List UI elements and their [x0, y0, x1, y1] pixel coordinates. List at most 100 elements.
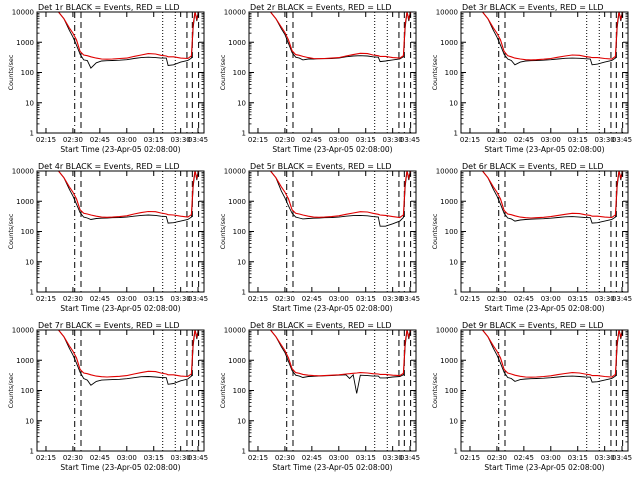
x-tick-label: 03:30 [595, 295, 615, 303]
y-axis-label: Counts/sec [431, 372, 439, 408]
panel-title: Det 4r BLACK = Events, RED = LLD [38, 162, 180, 171]
x-tick-label: 02:30 [487, 295, 507, 303]
y-tick-label: 10 [237, 99, 246, 107]
y-tick-label: 10000 [224, 9, 246, 17]
x-tick-label: 03:45 [188, 454, 208, 462]
y-tick-label: 10 [25, 258, 34, 266]
x-axis-label: Start Time (23-Apr-05 02:08:00) [272, 145, 392, 154]
y-tick-label: 10000 [12, 9, 34, 17]
y-tick-label: 10 [25, 99, 34, 107]
x-tick-label: 03:30 [383, 454, 403, 462]
y-tick-label: 100 [233, 69, 246, 77]
events-series-line [482, 171, 624, 224]
lld-series-line [482, 330, 624, 378]
x-tick-label: 03:30 [383, 295, 403, 303]
y-tick-label: 100 [21, 228, 34, 236]
y-tick-label: 1000 [440, 198, 458, 206]
x-tick-label: 03:00 [329, 454, 349, 462]
x-tick-label: 02:45 [514, 295, 534, 303]
panel-det-7: Det 7r BLACK = Events, RED = LLD Counts/s… [7, 321, 208, 472]
panel-det-8: Det 8r BLACK = Events, RED = LLD Counts/s… [219, 321, 420, 472]
panel-title: Det 5r BLACK = Events, RED = LLD [250, 162, 392, 171]
panel-title: Det 7r BLACK = Events, RED = LLD [38, 321, 180, 330]
events-series-line [58, 330, 200, 386]
events-series-line [482, 330, 624, 383]
x-tick-label: 03:15 [356, 454, 376, 462]
plot-area [270, 330, 412, 451]
y-tick-label: 100 [21, 387, 34, 395]
plot-area [58, 12, 200, 133]
x-tick-label: 03:00 [541, 295, 561, 303]
x-tick-label: 03:30 [171, 136, 191, 144]
plot-frame [36, 170, 205, 293]
x-axis-label: Start Time (23-Apr-05 02:08:00) [60, 145, 180, 154]
x-tick-label: 03:30 [171, 295, 191, 303]
y-tick-label: 1000 [16, 198, 34, 206]
panel-title: Det 9r BLACK = Events, RED = LLD [462, 321, 604, 330]
x-tick-label: 03:15 [356, 295, 376, 303]
events-series-line [270, 12, 412, 63]
panel-title: Det 3r BLACK = Events, RED = LLD [462, 3, 604, 12]
plot-frame [248, 170, 417, 293]
y-tick-label: 1000 [440, 357, 458, 365]
y-tick-label: 10 [25, 417, 34, 425]
plot-area [270, 12, 412, 133]
x-tick-label: 03:15 [568, 454, 588, 462]
x-tick-label: 02:45 [90, 136, 110, 144]
x-tick-label: 03:00 [117, 136, 137, 144]
x-tick-label: 02:45 [90, 295, 110, 303]
panel-title: Det 1r BLACK = Events, RED = LLD [38, 3, 180, 12]
x-tick-label: 02:30 [275, 136, 295, 144]
y-tick-label: 10 [237, 417, 246, 425]
events-series-line [482, 12, 624, 66]
x-tick-label: 02:15 [460, 295, 480, 303]
x-tick-label: 03:30 [383, 136, 403, 144]
x-tick-label: 03:30 [171, 454, 191, 462]
x-tick-label: 02:15 [248, 454, 268, 462]
x-tick-label: 03:45 [400, 454, 420, 462]
x-tick-label: 03:30 [595, 136, 615, 144]
panel-det-4: Det 4r BLACK = Events, RED = LLD Counts/s… [7, 162, 208, 313]
y-tick-label: 100 [21, 69, 34, 77]
x-tick-label: 03:45 [612, 136, 632, 144]
x-tick-label: 03:45 [400, 136, 420, 144]
plot-frame [248, 11, 417, 134]
x-tick-label: 02:30 [275, 295, 295, 303]
x-tick-label: 03:45 [188, 136, 208, 144]
y-tick-label: 100 [445, 69, 458, 77]
panel-det-2: Det 2r BLACK = Events, RED = LLD Counts/s… [219, 3, 420, 154]
x-tick-label: 02:30 [487, 136, 507, 144]
y-axis-label: Counts/sec [7, 54, 15, 90]
y-tick-label: 1 [242, 289, 246, 297]
events-series-line [58, 171, 200, 224]
x-tick-label: 02:15 [248, 295, 268, 303]
x-tick-label: 03:15 [144, 454, 164, 462]
y-tick-label: 1000 [228, 39, 246, 47]
plot-frame [460, 329, 629, 452]
x-tick-label: 02:15 [460, 136, 480, 144]
x-tick-label: 03:00 [117, 295, 137, 303]
panel-det-3: Det 3r BLACK = Events, RED = LLD Counts/s… [431, 3, 632, 154]
plot-area [58, 171, 200, 292]
plot-frame [460, 170, 629, 293]
y-tick-label: 10 [449, 99, 458, 107]
y-tick-label: 100 [445, 387, 458, 395]
events-series-line [270, 330, 412, 394]
plot-area [270, 171, 412, 292]
y-tick-label: 10000 [12, 168, 34, 176]
y-tick-label: 1 [30, 448, 34, 456]
panel-det-1: Det 1r BLACK = Events, RED = LLD Counts/s… [7, 3, 208, 154]
panel-det-6: Det 6r BLACK = Events, RED = LLD Counts/s… [431, 162, 632, 313]
x-tick-label: 02:15 [36, 454, 56, 462]
y-tick-label: 10 [449, 258, 458, 266]
y-tick-label: 100 [233, 228, 246, 236]
panel-title: Det 8r BLACK = Events, RED = LLD [250, 321, 392, 330]
y-axis-label: Counts/sec [431, 54, 439, 90]
y-axis-label: Counts/sec [7, 213, 15, 249]
y-tick-label: 10000 [436, 168, 458, 176]
y-tick-label: 1000 [16, 357, 34, 365]
x-tick-label: 03:00 [329, 295, 349, 303]
y-tick-label: 1000 [228, 357, 246, 365]
x-tick-label: 02:45 [90, 454, 110, 462]
